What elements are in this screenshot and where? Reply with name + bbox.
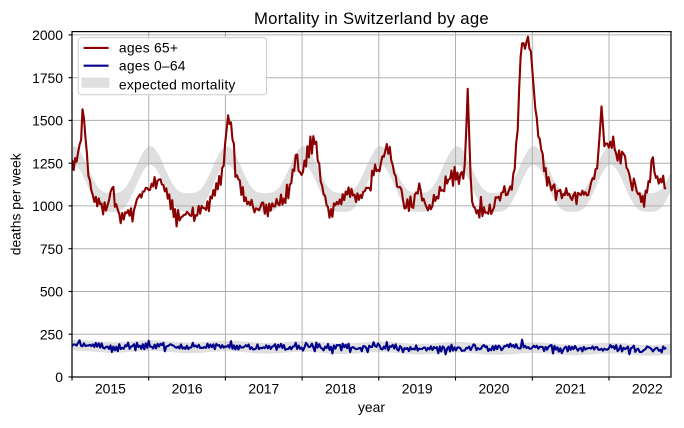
svg-text:2015: 2015 <box>95 381 126 397</box>
svg-text:year: year <box>358 399 385 415</box>
svg-text:500: 500 <box>40 284 63 300</box>
svg-text:2000: 2000 <box>32 27 63 43</box>
svg-text:2019: 2019 <box>402 381 433 397</box>
svg-text:Mortality in Switzerland by ag: Mortality in Switzerland by age <box>254 9 489 28</box>
svg-text:750: 750 <box>40 241 63 257</box>
svg-text:2018: 2018 <box>325 381 356 397</box>
svg-text:1750: 1750 <box>32 70 63 86</box>
svg-text:0: 0 <box>55 369 63 385</box>
svg-text:2022: 2022 <box>632 381 663 397</box>
svg-text:ages 65+: ages 65+ <box>119 40 178 56</box>
svg-text:2017: 2017 <box>248 381 279 397</box>
svg-text:1500: 1500 <box>32 113 63 129</box>
svg-text:deaths per week: deaths per week <box>7 153 23 255</box>
svg-text:2016: 2016 <box>172 381 203 397</box>
svg-text:1250: 1250 <box>32 155 63 171</box>
svg-text:ages 0–64: ages 0–64 <box>119 57 186 73</box>
svg-text:2020: 2020 <box>478 381 509 397</box>
svg-text:expected mortality: expected mortality <box>119 76 236 92</box>
svg-text:2021: 2021 <box>555 381 586 397</box>
svg-text:1000: 1000 <box>32 198 63 214</box>
svg-text:250: 250 <box>40 326 63 342</box>
